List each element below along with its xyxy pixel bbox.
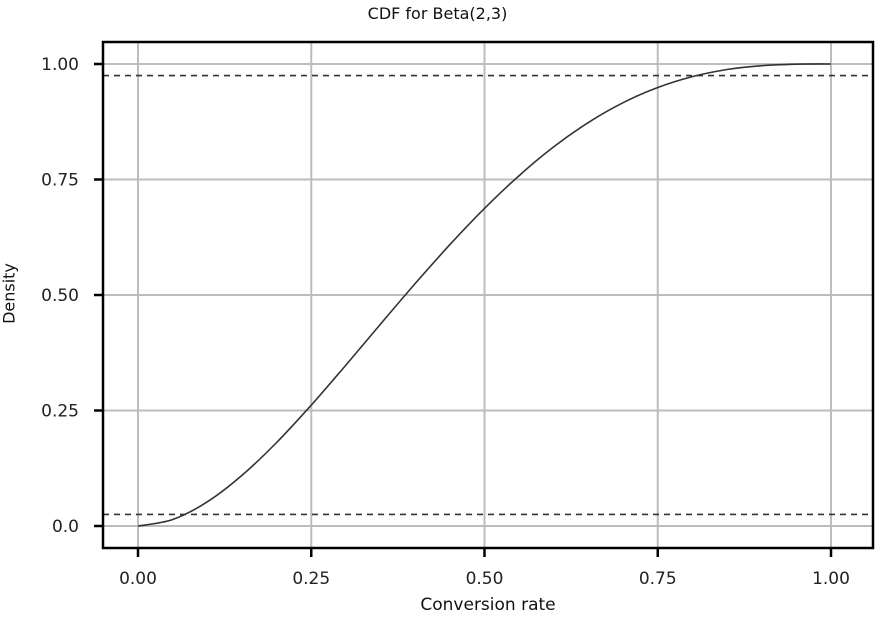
x-tick-label: 0.00: [119, 569, 157, 589]
cdf-curve: [137, 63, 832, 527]
grid-lines: [103, 42, 873, 548]
y-axis-ticks: 0.0 0.25 0.50 0.75 1.00: [41, 55, 103, 537]
y-tick-label: 0.50: [41, 286, 79, 306]
y-axis-label: Density: [0, 263, 19, 324]
x-axis-ticks: 0.00 0.25 0.50 0.75 1.00: [119, 548, 850, 589]
chart-title: CDF for Beta(2,3): [367, 4, 508, 23]
x-tick-label: 0.75: [639, 569, 677, 589]
x-tick-label: 0.25: [292, 569, 330, 589]
y-tick-label: 0.0: [52, 517, 79, 537]
x-axis-label: Conversion rate: [420, 595, 556, 615]
y-tick-label: 0.25: [41, 402, 79, 422]
quantile-dashed-lines: [103, 74, 873, 516]
y-tick-label: 0.75: [41, 171, 79, 191]
x-tick-label: 0.50: [466, 569, 504, 589]
y-tick-label: 1.00: [41, 55, 79, 75]
x-tick-label: 1.00: [812, 569, 850, 589]
